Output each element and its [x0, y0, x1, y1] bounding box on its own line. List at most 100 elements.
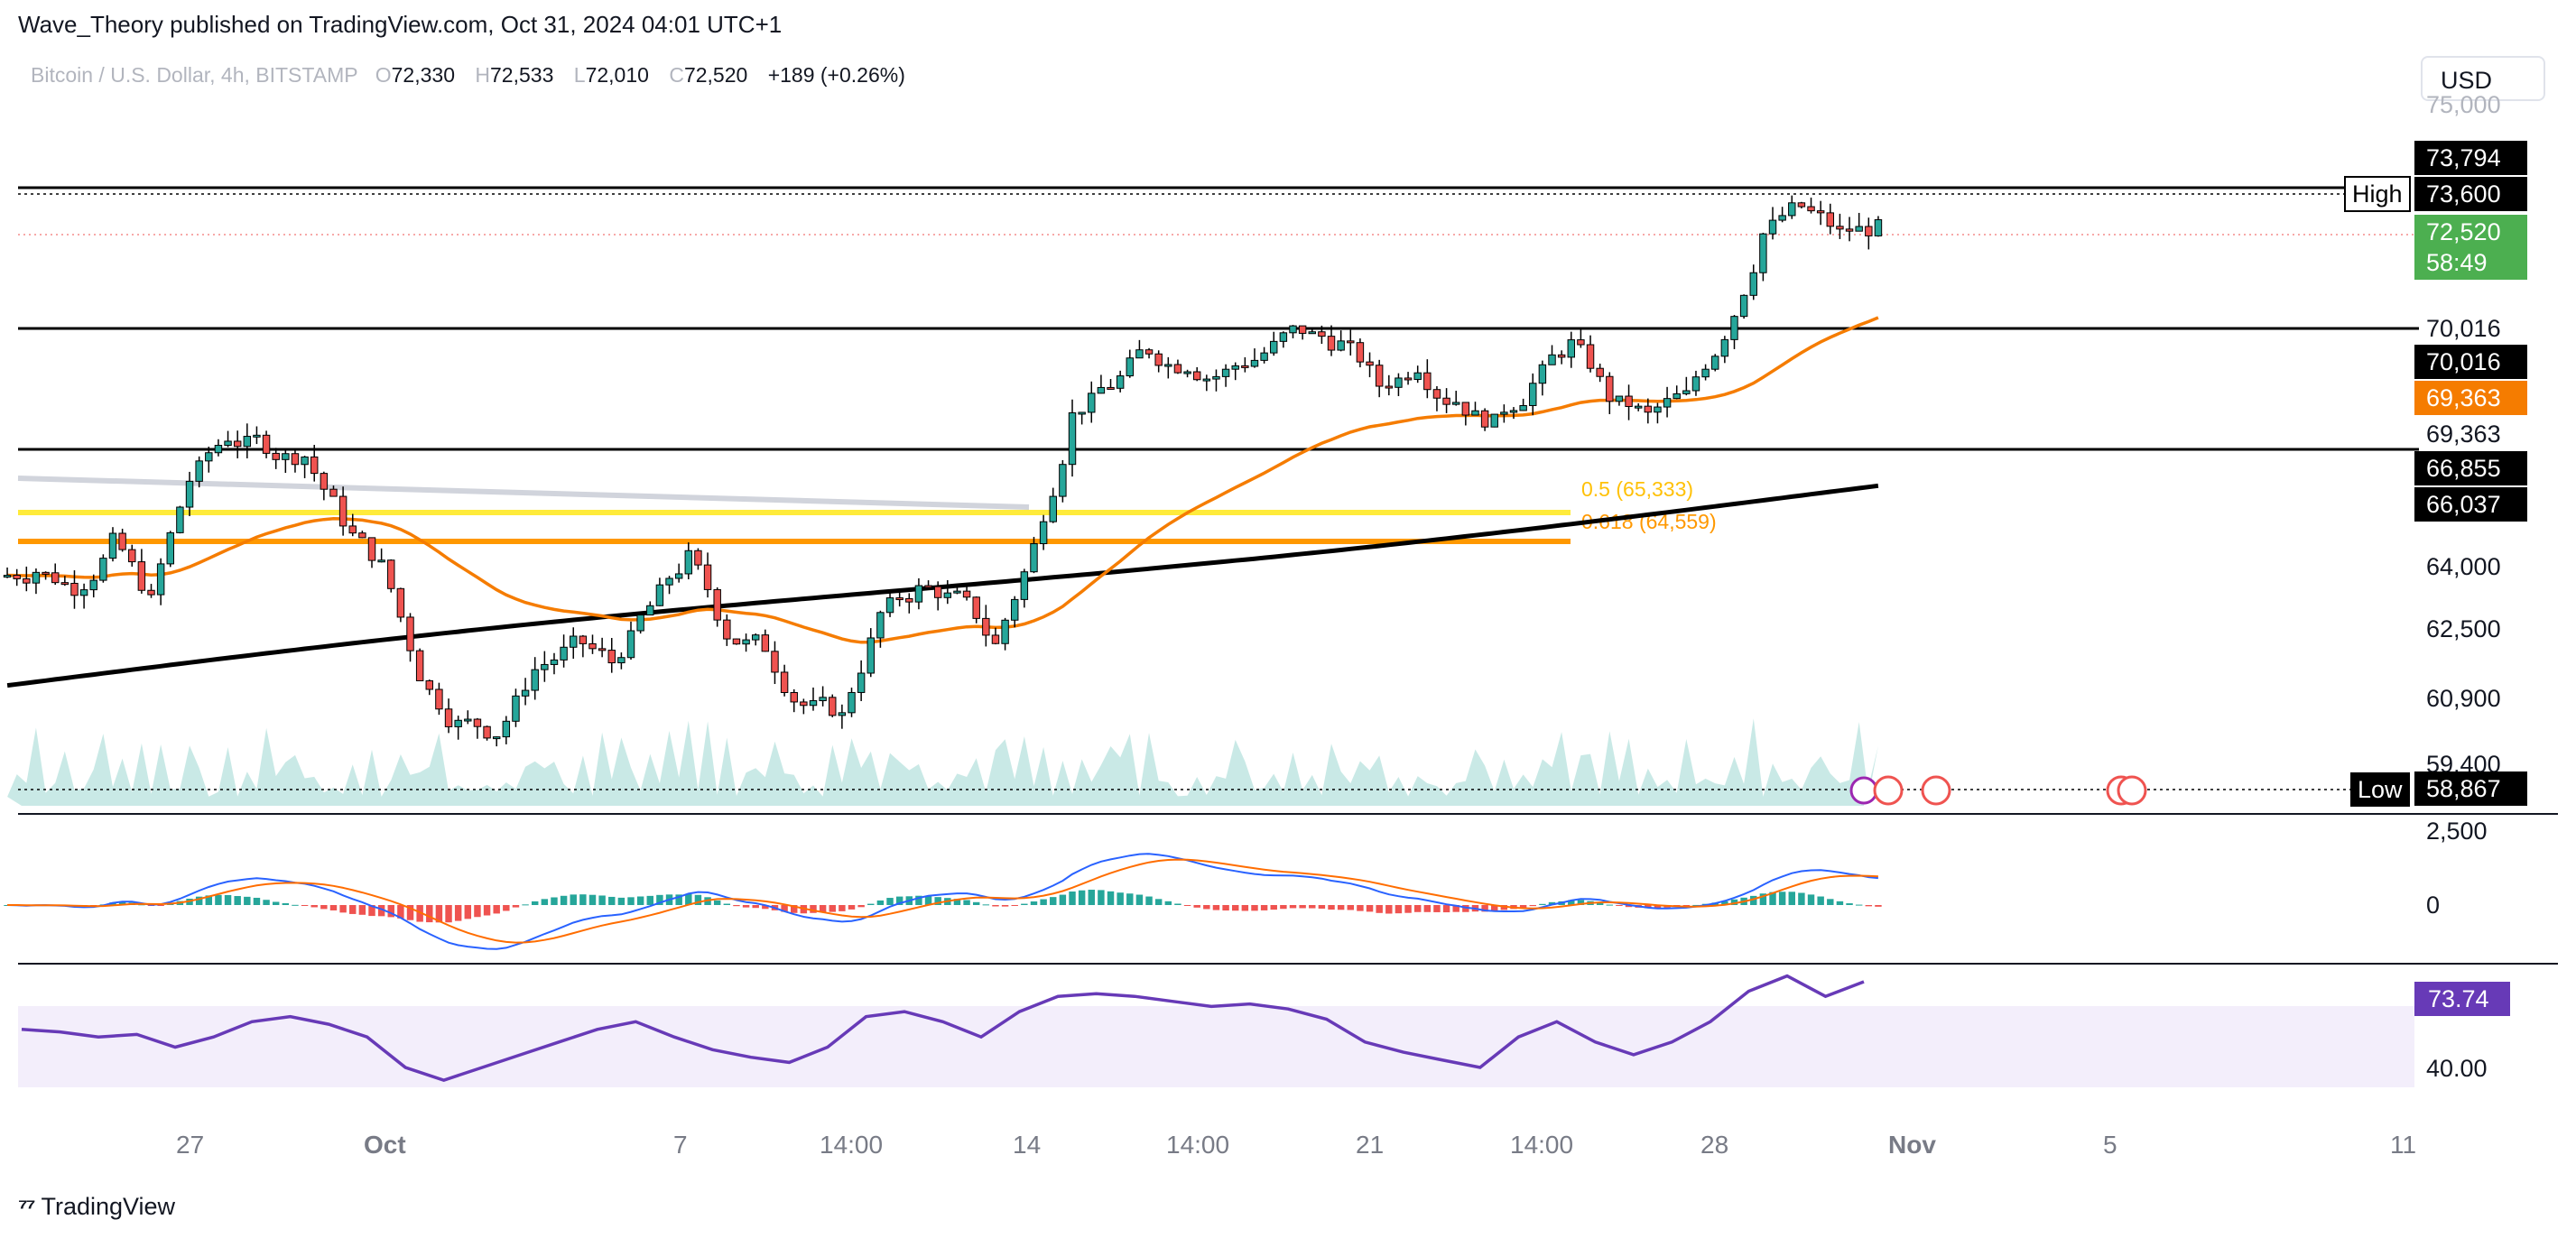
macd-bar	[1260, 905, 1268, 910]
macd-bar	[368, 905, 375, 917]
candle-body	[1260, 352, 1268, 361]
macd-bar	[1328, 905, 1335, 910]
candle-body	[933, 586, 942, 598]
macd-bar	[1040, 899, 1047, 905]
candle-body	[1298, 325, 1307, 334]
x-tick: Oct	[364, 1131, 406, 1159]
volume-areas	[7, 718, 1878, 806]
macd-bar	[1309, 905, 1316, 909]
lightning-icon[interactable]	[1849, 776, 1878, 805]
candle-body	[732, 638, 741, 645]
candle-body	[1644, 405, 1653, 413]
change-value: +189 (+0.26%)	[767, 63, 905, 87]
candle-body	[1423, 372, 1432, 391]
macd-bar	[867, 903, 875, 905]
candle-body	[1068, 412, 1077, 466]
macd-bar	[570, 894, 577, 905]
candle-body	[3, 575, 12, 578]
macd-bar	[733, 905, 740, 907]
us-flag-icon[interactable]	[1921, 775, 1951, 806]
macd-bar	[1817, 896, 1824, 905]
candle-body	[1126, 357, 1135, 377]
macd-bar	[694, 894, 702, 905]
low-label: L	[573, 63, 586, 87]
candle-body	[560, 646, 568, 661]
y-tick: 70,016	[2426, 315, 2501, 342]
us-flag-icon[interactable]	[1873, 775, 1904, 806]
currency-button[interactable]: USD	[2421, 56, 2545, 101]
macd-bar	[397, 905, 404, 919]
candle-body	[512, 695, 520, 722]
candle-body	[243, 436, 252, 448]
macd-bar	[244, 896, 251, 905]
macd-bar	[656, 894, 663, 905]
macd-bar	[1212, 905, 1220, 910]
price-labels: 73,794 73,600 72,520 58:49 70,016 69,363…	[2344, 141, 2527, 1016]
macd-bar	[1616, 905, 1623, 906]
macd-bar	[857, 905, 865, 908]
macd-bar	[1385, 905, 1393, 914]
candle-body	[1030, 543, 1038, 573]
candle-body	[1395, 377, 1403, 388]
candle-body	[1020, 571, 1029, 600]
macd-bar	[551, 897, 558, 905]
macd-bar	[406, 905, 414, 920]
macd-line	[7, 853, 1878, 950]
candle-body	[1135, 349, 1144, 359]
candle-body	[895, 597, 903, 601]
candle-body	[982, 617, 990, 636]
candle-body	[1615, 395, 1624, 402]
candle-body	[1548, 354, 1556, 365]
macd-bar	[1539, 903, 1546, 905]
candle-body	[1413, 372, 1422, 381]
macd-bar	[1183, 905, 1191, 906]
candle-body	[1001, 619, 1009, 644]
candle-body	[272, 452, 280, 460]
candle-body	[1164, 364, 1172, 367]
candle-body	[1874, 219, 1883, 236]
candle-body	[857, 672, 866, 693]
macd-bar	[982, 904, 990, 906]
macd-bar	[762, 905, 769, 910]
macd-bar	[522, 904, 529, 906]
candle-body	[338, 495, 347, 527]
macd-bar	[118, 901, 126, 905]
high-label: H	[475, 63, 491, 87]
macd-tick: 2,500	[2426, 818, 2488, 845]
x-tick: 27	[176, 1131, 204, 1159]
candle-body	[329, 488, 338, 497]
time-axis[interactable]: 27 Oct 7 14:00 14 14:00 21 14:00 28 Nov …	[176, 1131, 2416, 1159]
macd-bar	[1577, 900, 1585, 905]
label-bg	[2414, 771, 2527, 806]
macd-bar	[1798, 892, 1805, 905]
macd-bar	[1519, 905, 1527, 909]
macd-bar	[1135, 894, 1144, 905]
candle-body	[387, 559, 395, 589]
candle-body	[13, 575, 21, 579]
event-icons[interactable]	[1849, 775, 2147, 806]
candle-body	[1596, 367, 1604, 377]
tradingview-brand[interactable]: ⁷⁷ TradingView	[18, 1193, 175, 1221]
candle-body	[224, 440, 232, 447]
candle-body	[473, 718, 482, 727]
candle-body	[214, 445, 223, 454]
candle-body	[406, 616, 414, 651]
macd-bar	[742, 905, 750, 908]
price-axis[interactable]: 75,000 64,000 62,500 60,900 59,400 70,01…	[2426, 91, 2501, 1082]
macd-bar	[1030, 901, 1038, 905]
trendline	[17, 476, 1030, 510]
macd-bar	[1011, 905, 1018, 906]
x-tick: 28	[1700, 1131, 1728, 1159]
macd-bar	[848, 905, 856, 910]
macd-bar	[1481, 905, 1488, 912]
low-value: 72,010	[585, 63, 649, 87]
candle-body	[617, 657, 625, 664]
macd-bar	[1596, 902, 1604, 905]
us-flag-icon[interactable]	[2117, 775, 2147, 806]
y-tick: 62,500	[2426, 615, 2501, 642]
candle-body	[1356, 342, 1365, 363]
candle-body	[790, 692, 798, 703]
candle-body	[1471, 410, 1479, 416]
candle-body	[176, 506, 184, 533]
